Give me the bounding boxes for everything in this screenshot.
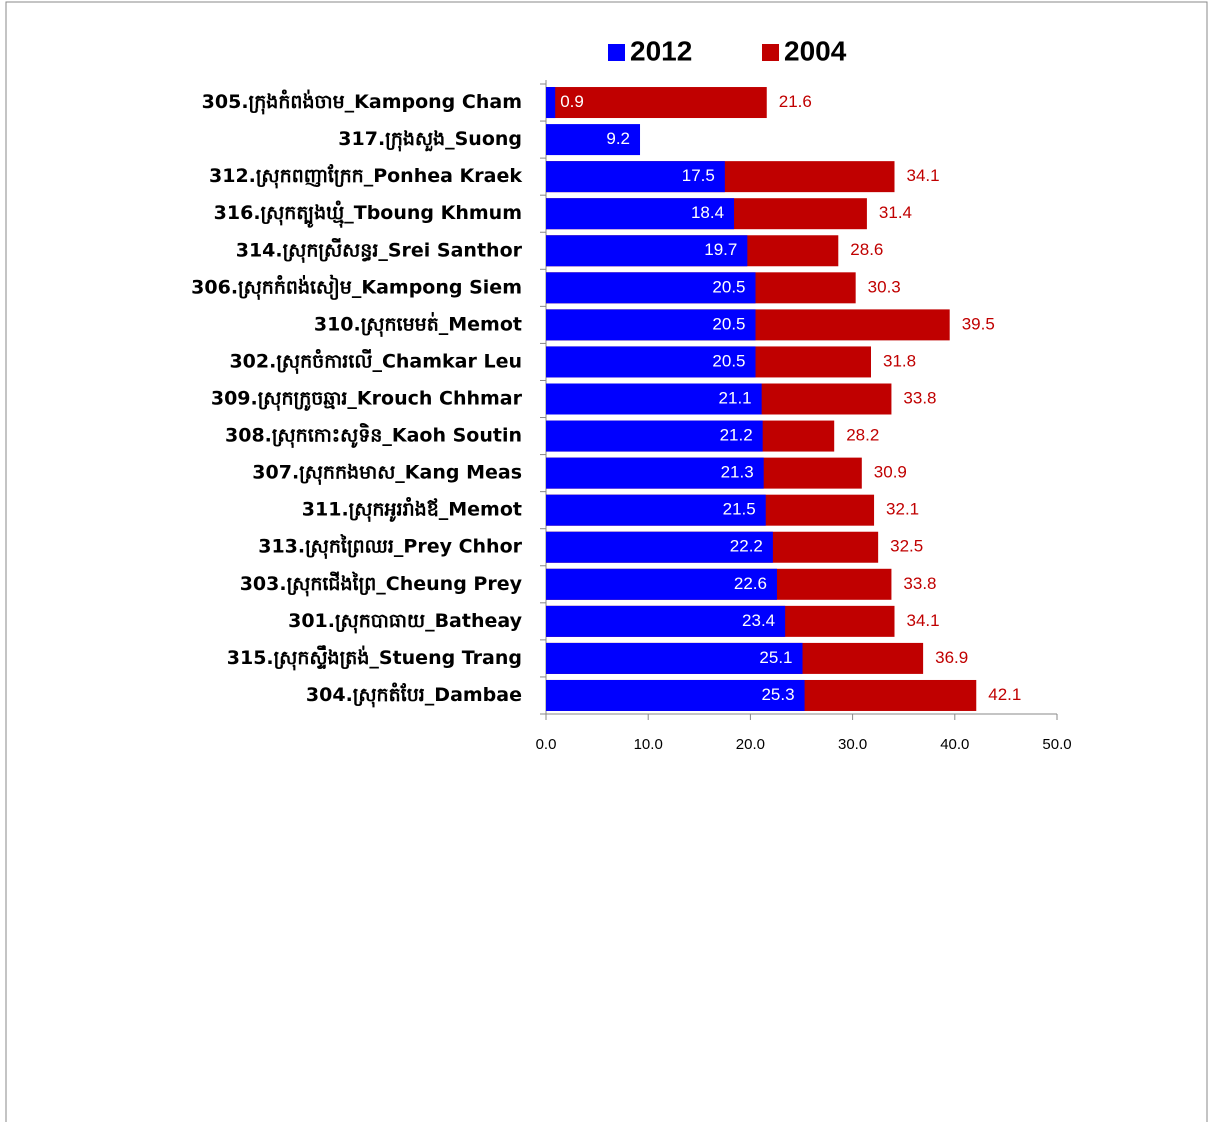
value-label: 32.1 — [886, 500, 919, 519]
value-label: 30.3 — [868, 277, 901, 296]
legend-swatch — [608, 44, 625, 61]
bar — [546, 198, 735, 230]
value-label: 30.9 — [874, 463, 907, 482]
bar — [546, 87, 556, 119]
value-label: 22.6 — [734, 574, 767, 593]
value-label: 28.6 — [850, 240, 883, 259]
value-label: 31.8 — [883, 351, 916, 370]
value-label: 21.1 — [719, 388, 752, 407]
value-label: 21.2 — [720, 426, 753, 445]
x-tick-label: 30.0 — [838, 736, 867, 753]
legend-label: 2012 — [630, 35, 692, 66]
category-label: 304.ស្រុកតំបែរ_Dambae — [306, 682, 522, 708]
category-label: 303.ស្រុកជើងព្រៃ_Cheung Prey — [240, 571, 523, 597]
bar — [546, 494, 766, 526]
x-tick-label: 0.0 — [536, 736, 557, 753]
category-label: 305.ក្រុងកំពង់ចាម_Kampong Cham — [202, 89, 522, 115]
category-label: 315.ស្រុកស្ទឹងត្រង់_Stueng Trang — [227, 645, 522, 671]
x-tick-label: 20.0 — [736, 736, 765, 753]
value-label: 21.5 — [723, 500, 756, 519]
x-tick-label: 50.0 — [1042, 736, 1071, 753]
legend-swatch — [762, 44, 779, 61]
bar — [546, 87, 767, 119]
category-label: 310.ស្រុកមេមត់_Memot — [314, 311, 522, 337]
value-label: 34.1 — [907, 611, 940, 630]
value-label: 33.8 — [903, 388, 936, 407]
value-label: 20.5 — [712, 351, 745, 370]
value-label: 20.5 — [712, 277, 745, 296]
bar — [546, 531, 773, 563]
value-label: 25.1 — [759, 648, 792, 667]
value-label: 18.4 — [691, 203, 724, 222]
category-label: 314.ស្រុកស្រីសន្ធរ_Srei Santhor — [236, 237, 523, 263]
category-label: 306.ស្រុកកំពង់សៀម_Kampong Siem — [191, 274, 522, 300]
bar — [546, 124, 641, 156]
category-label: 316.ស្រុកត្បូងឃ្មុំ_Tboung Khmum — [214, 200, 522, 228]
bar — [546, 420, 763, 452]
bar — [546, 272, 756, 304]
x-tick-label: 10.0 — [634, 736, 663, 753]
value-label: 20.5 — [712, 314, 745, 333]
bar — [546, 605, 786, 637]
value-label: 36.9 — [935, 648, 968, 667]
bar — [546, 679, 805, 711]
bar — [546, 568, 777, 600]
category-label: 309.ស្រុកក្រូចឆ្មារ_Krouch Chhmar — [211, 388, 523, 412]
legend-label: 2004 — [784, 35, 847, 66]
bar — [546, 642, 803, 674]
value-label: 23.4 — [742, 611, 775, 630]
bar — [546, 235, 748, 267]
category-label: 313.ស្រុកព្រៃឈរ_Prey Chhor — [258, 534, 522, 560]
bar — [546, 383, 762, 415]
category-label: 317.ក្រុងសួង_Suong — [338, 128, 522, 152]
x-tick-label: 40.0 — [940, 736, 969, 753]
value-label: 22.2 — [730, 537, 763, 556]
bar — [546, 457, 764, 489]
value-label: 25.3 — [761, 685, 794, 704]
category-label: 311.ស្រុកអូររាំងឪ_Memot — [302, 497, 522, 523]
category-label: 302.ស្រុកចំការលើ_Chamkar Leu — [229, 348, 522, 374]
value-label: 34.1 — [907, 166, 940, 185]
bar — [546, 309, 756, 341]
value-label: 0.9 — [560, 92, 584, 111]
bar — [546, 346, 756, 378]
category-label: 308.ស្រុកកោះសូទិន_Kaoh Soutin — [225, 423, 522, 449]
value-label: 32.5 — [890, 537, 923, 556]
category-label: 307.ស្រុកកងមាស_Kang Meas — [252, 462, 522, 486]
value-label: 17.5 — [682, 166, 715, 185]
value-label: 9.2 — [606, 129, 630, 148]
value-label: 33.8 — [903, 574, 936, 593]
category-label: 312.ស្រុកពញាក្រែក_Ponhea Kraek — [209, 164, 522, 189]
category-label: 301.ស្រុកបាធាយ_Batheay — [288, 610, 522, 634]
value-label: 19.7 — [704, 240, 737, 259]
bar — [546, 161, 725, 193]
value-label: 42.1 — [988, 685, 1021, 704]
value-label: 21.3 — [721, 463, 754, 482]
chart-frame — [5, 1, 1208, 1122]
value-label: 31.4 — [879, 203, 912, 222]
value-label: 21.6 — [779, 92, 812, 111]
value-label: 39.5 — [962, 314, 995, 333]
value-label: 28.2 — [846, 426, 879, 445]
